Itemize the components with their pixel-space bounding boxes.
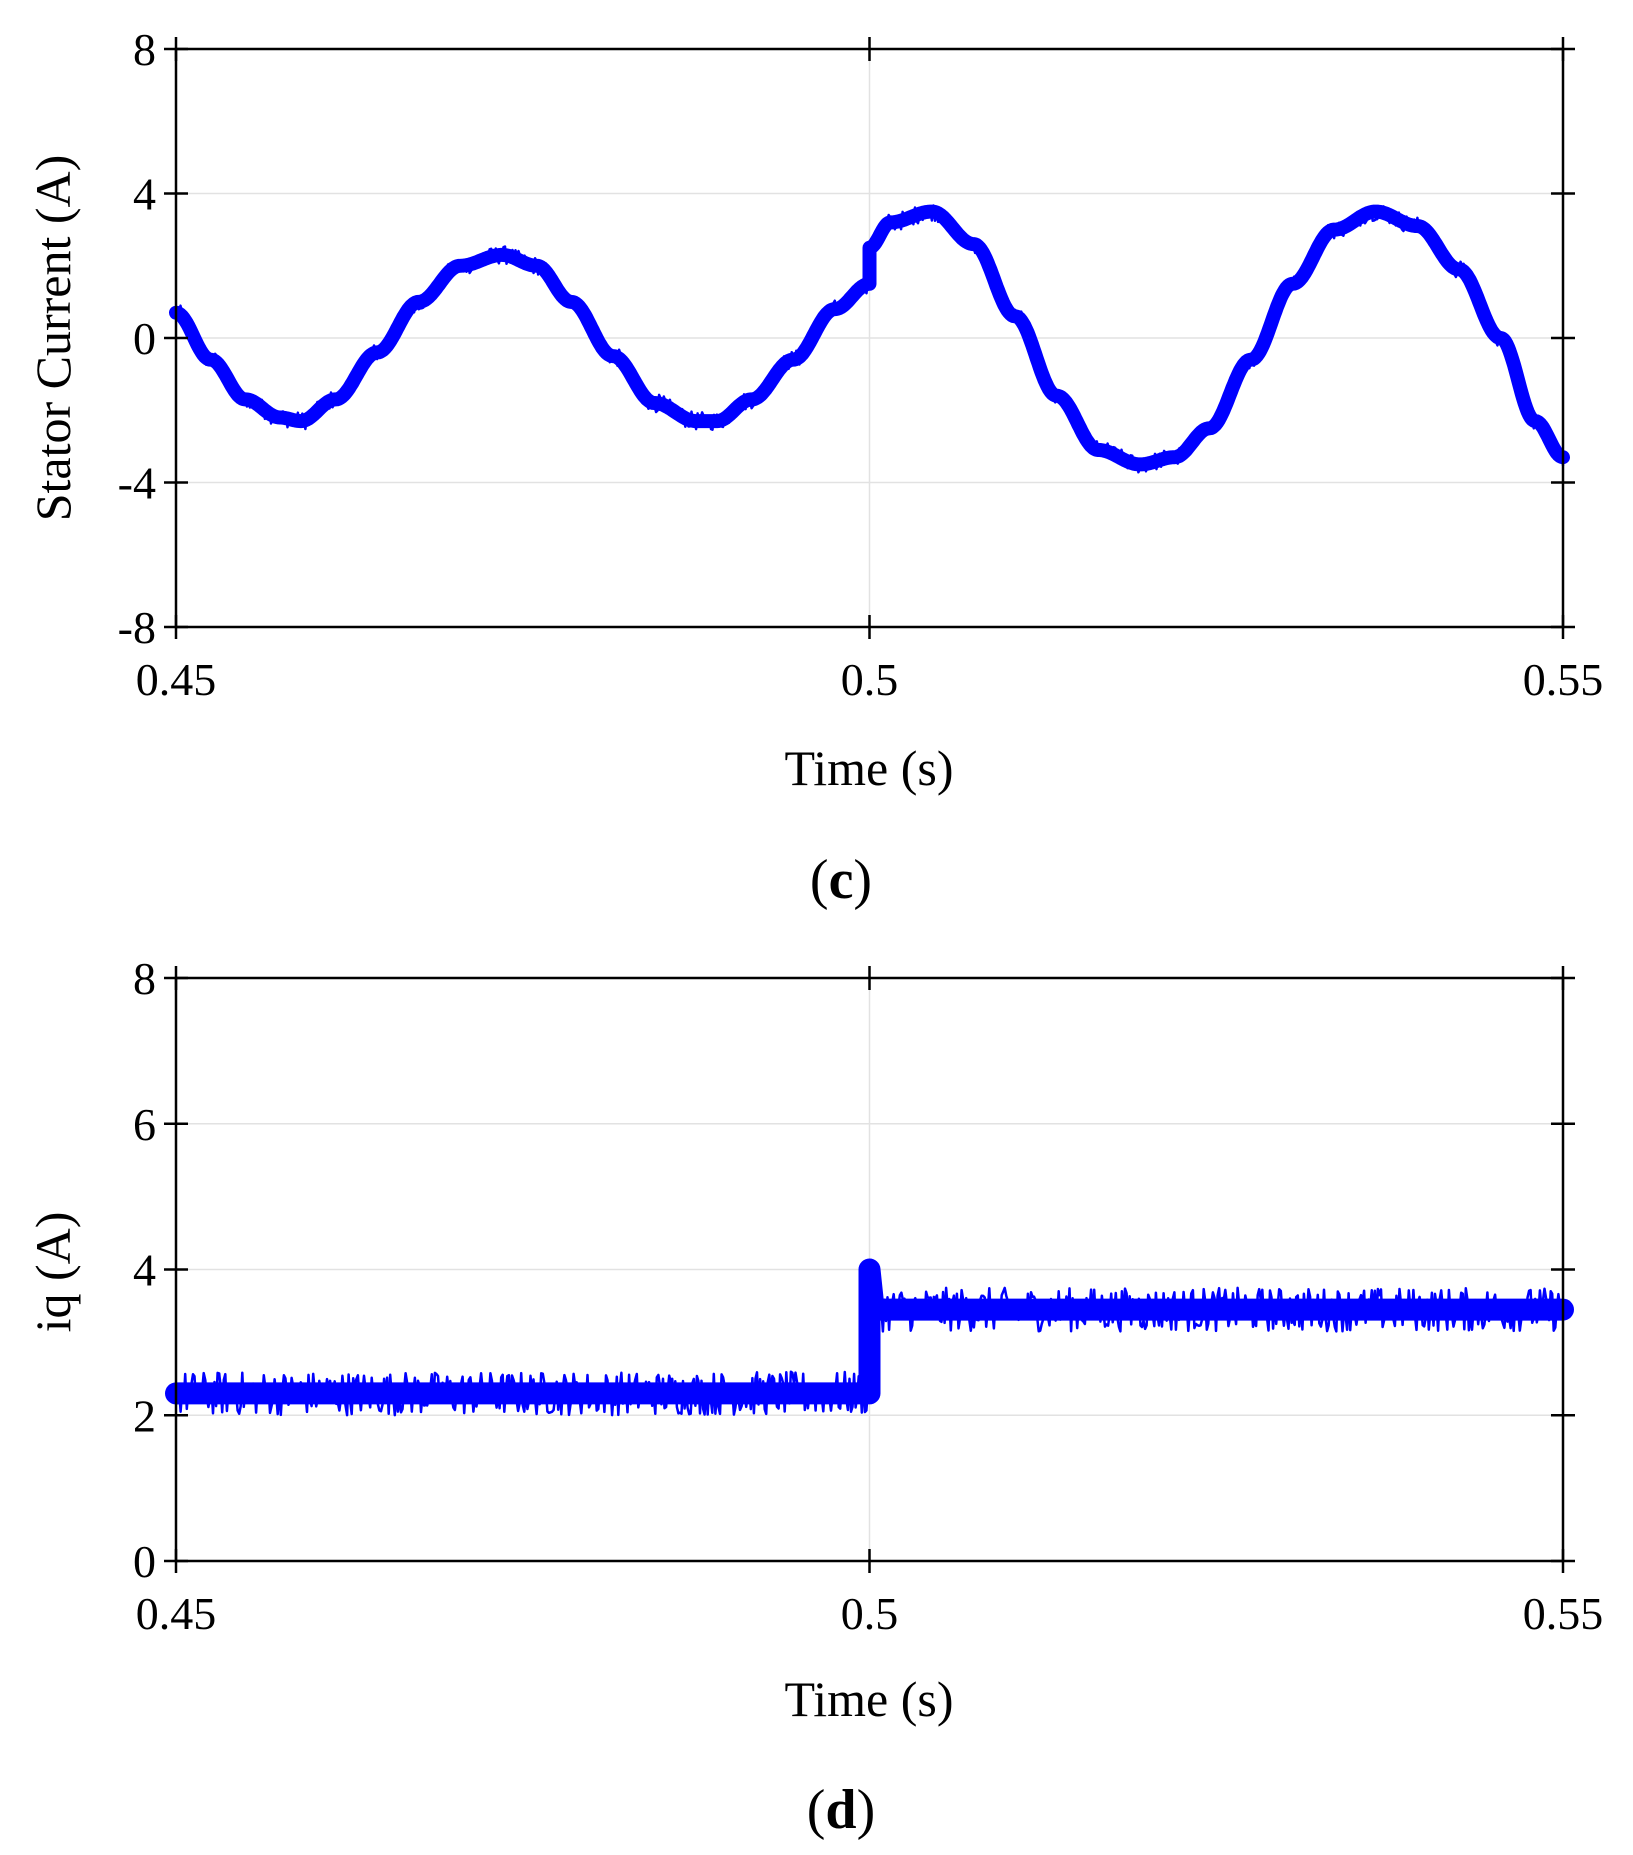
- panel-c-y-tick-labels: 8 4 0 -4 -8: [118, 24, 156, 653]
- y-tick-label: 0: [133, 1536, 156, 1587]
- y-tick-label: -8: [118, 602, 156, 653]
- panel-d-x-axis-label: Time (s): [784, 1671, 953, 1727]
- series-noise-c: [174, 204, 1565, 474]
- x-tick-label: 0.5: [841, 654, 899, 705]
- y-tick-label: -4: [118, 458, 156, 509]
- panel-c-y-axis-label: Stator Current (A): [25, 155, 81, 522]
- panel-d-iq: 0.45 0.5 0.55 8 6 4 2 0 Time (s) iq (A) (d): [25, 953, 1603, 1841]
- y-tick-label: 2: [133, 1390, 156, 1441]
- y-tick-label: 8: [133, 953, 156, 1004]
- series-noise-d: [174, 1271, 1565, 1417]
- panel-d-y-tick-labels: 8 6 4 2 0: [133, 953, 156, 1587]
- panel-c-caption-close: ): [853, 849, 872, 911]
- y-tick-label: 4: [133, 1245, 156, 1296]
- x-tick-label: 0.55: [1523, 654, 1604, 705]
- panel-c-caption-open: (: [810, 849, 829, 911]
- x-tick-label: 0.45: [136, 1588, 217, 1639]
- y-tick-label: 4: [133, 169, 156, 220]
- panel-c-stator-current: 0.45 0.5 0.55 8 4 0 -4 -8 Time (s) Stator Curr…: [25, 24, 1603, 911]
- x-tick-label: 0.5: [841, 1588, 899, 1639]
- y-tick-label: 0: [133, 313, 156, 364]
- panel-d-y-axis-label: iq (A): [25, 1212, 81, 1333]
- panel-d-caption-close: ): [857, 1779, 876, 1841]
- panel-d-grid: [176, 978, 1563, 1561]
- panel-c-x-tick-labels: 0.45 0.5 0.55: [136, 654, 1604, 705]
- panel-d-ticks: [164, 966, 1575, 1573]
- x-tick-label: 0.55: [1523, 1588, 1604, 1639]
- y-tick-label: 8: [133, 24, 156, 75]
- panel-d-series-layer: [165, 1258, 1574, 1417]
- panel-d-caption-open: (: [807, 1779, 826, 1841]
- panel-c-x-axis-label: Time (s): [784, 740, 953, 796]
- panel-d-caption: (d): [807, 1779, 875, 1841]
- panel-c-caption-letter: c: [829, 849, 854, 911]
- panel-d-caption-letter: d: [825, 1779, 856, 1841]
- panel-c-caption: (c): [810, 849, 872, 911]
- panel-c-ticks: [164, 37, 1575, 639]
- panel-c-series-layer: [169, 204, 1570, 474]
- x-tick-label: 0.45: [136, 654, 217, 705]
- y-tick-label: 6: [133, 1099, 156, 1150]
- panel-d-x-tick-labels: 0.45 0.5 0.55: [136, 1588, 1604, 1639]
- panel-c-grid: [176, 49, 1563, 627]
